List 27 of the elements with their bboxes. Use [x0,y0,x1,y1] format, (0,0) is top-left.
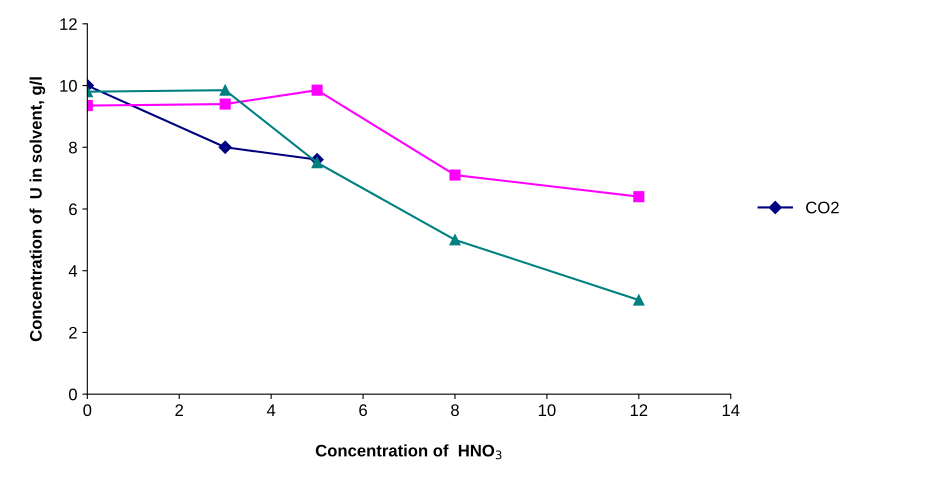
x-tick-label: 14 [722,404,740,416]
y-tick-label: 2 [69,326,77,338]
legend-label: CO2 [806,202,839,214]
x-tick-label: 6 [359,404,367,416]
y-tick-label: 12 [60,18,77,30]
x-axis-title: Concentration of HNO$_{3}$ [316,444,502,460]
x-tick-label: 8 [451,404,459,416]
x-tick-label: 10 [538,404,556,416]
y-tick-label: 6 [69,203,77,216]
point [449,234,461,246]
y-tick-label: 0 [68,388,77,400]
point [633,191,644,202]
x-tick-label: 2 [175,404,184,416]
point [220,98,231,110]
x-tick-label: 12 [630,404,648,416]
y-tick-label: 10 [60,80,77,92]
y-axis-title: Concentration of U in solvent, g/l [30,77,46,342]
point [449,169,461,181]
point [633,294,644,306]
point [312,84,323,96]
y-tick-label: 4 [68,265,78,277]
point [312,157,323,168]
point [218,140,232,154]
x-tick-label: 4 [266,404,276,416]
y-tick-label: 8 [69,142,77,154]
point [220,84,231,96]
x-tick-label: 0 [83,404,92,416]
